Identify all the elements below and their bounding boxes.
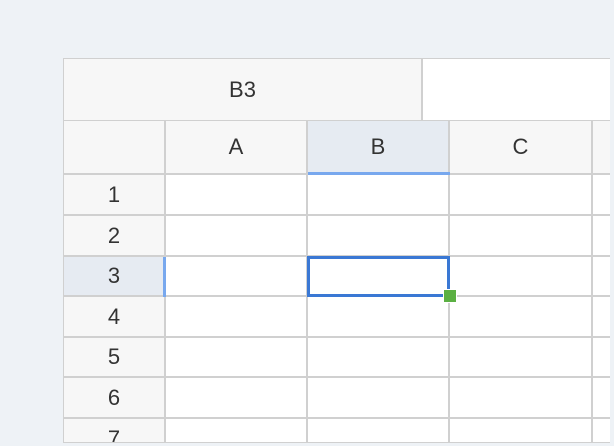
cell-A3[interactable] bbox=[166, 257, 308, 297]
cell-A7[interactable] bbox=[166, 419, 308, 442]
cell-B2[interactable] bbox=[308, 216, 450, 257]
cell-D1[interactable] bbox=[593, 175, 610, 216]
cell-A2[interactable] bbox=[166, 216, 308, 257]
cell-A6[interactable] bbox=[166, 378, 308, 419]
column-header-C[interactable]: C bbox=[450, 121, 593, 175]
cell-C6[interactable] bbox=[450, 378, 593, 419]
cell-A1[interactable] bbox=[166, 175, 308, 216]
cell-D7[interactable] bbox=[593, 419, 610, 442]
cell-A4[interactable] bbox=[166, 297, 308, 338]
cell-D3[interactable] bbox=[593, 257, 610, 297]
row-header-4[interactable]: 4 bbox=[64, 297, 166, 338]
cell-B5[interactable] bbox=[308, 338, 450, 378]
cell-C4[interactable] bbox=[450, 297, 593, 338]
cell-C7[interactable] bbox=[450, 419, 593, 442]
cell-A5[interactable] bbox=[166, 338, 308, 378]
cell-C3[interactable] bbox=[450, 257, 593, 297]
corner-cell[interactable] bbox=[64, 121, 166, 175]
name-box[interactable]: B3 bbox=[64, 59, 423, 122]
cell-B7[interactable] bbox=[308, 419, 450, 442]
selected-cell-border bbox=[307, 256, 450, 297]
column-header-B[interactable]: B bbox=[308, 121, 450, 175]
cell-B1[interactable] bbox=[308, 175, 450, 216]
row-header-3[interactable]: 3 bbox=[64, 257, 166, 297]
row-header-6[interactable]: 6 bbox=[64, 378, 166, 419]
row-header-5[interactable]: 5 bbox=[64, 338, 166, 378]
column-header-highlight bbox=[308, 172, 450, 175]
row-header-highlight bbox=[163, 257, 166, 297]
cell-B4[interactable] bbox=[308, 297, 450, 338]
row-header-2[interactable]: 2 bbox=[64, 216, 166, 257]
fill-handle[interactable] bbox=[443, 289, 457, 303]
cell-D6[interactable] bbox=[593, 378, 610, 419]
formula-bar[interactable] bbox=[423, 59, 610, 122]
cell-C2[interactable] bbox=[450, 216, 593, 257]
cell-B6[interactable] bbox=[308, 378, 450, 419]
cell-C5[interactable] bbox=[450, 338, 593, 378]
cell-D4[interactable] bbox=[593, 297, 610, 338]
column-header-A[interactable]: A bbox=[166, 121, 308, 175]
cell-D5[interactable] bbox=[593, 338, 610, 378]
row-header-7[interactable]: 7 bbox=[64, 419, 166, 442]
cell-C1[interactable] bbox=[450, 175, 593, 216]
row-header-1[interactable]: 1 bbox=[64, 175, 166, 216]
column-header-d[interactable] bbox=[593, 121, 610, 175]
cell-D2[interactable] bbox=[593, 216, 610, 257]
